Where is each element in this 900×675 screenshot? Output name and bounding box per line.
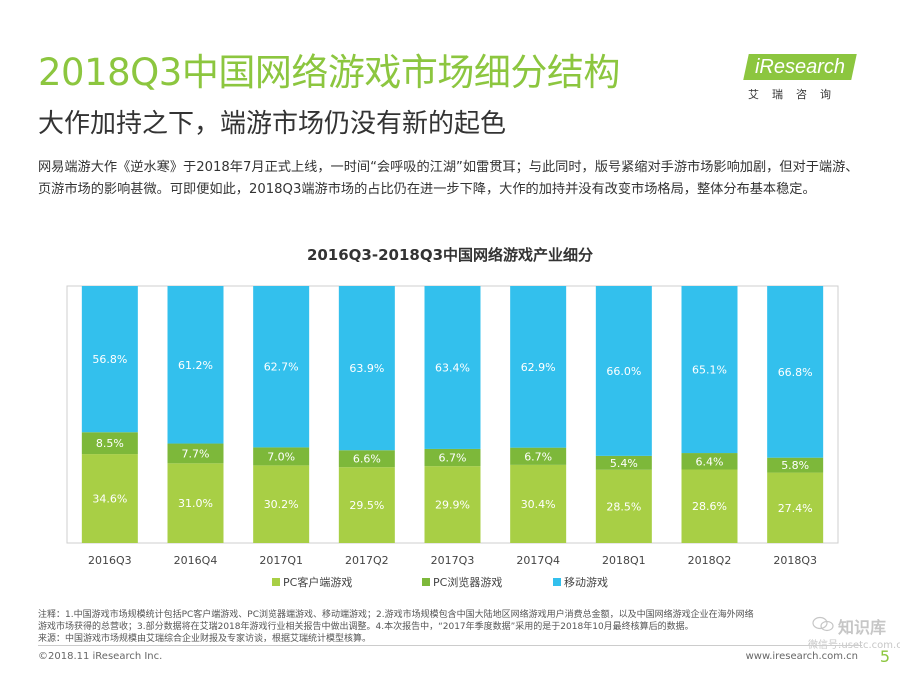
- bar-segment-2017Q1-s1: [253, 447, 310, 466]
- bar-segment-2018Q1-s1: [595, 455, 652, 470]
- data-label-2017Q1-s0: 30.2%: [264, 498, 299, 511]
- bar-segment-2017Q4-s0: [510, 464, 567, 543]
- bar-segment-2018Q3-s2: [767, 286, 824, 458]
- bar-segment-2018Q3-s1: [767, 457, 824, 473]
- footnote-line-2: 游戏市场获得的总营收；3.部分数据将在艾瑞2018年游戏行业相关报告中做出调整。…: [38, 622, 694, 632]
- bar-segment-2018Q1-s0: [595, 469, 652, 543]
- bar-segment-2017Q2-s2: [338, 286, 395, 451]
- x-tick-label-2016Q4: 2016Q4: [174, 554, 218, 567]
- x-tick-label-2018Q1: 2018Q1: [602, 554, 646, 567]
- bar-segment-2018Q2-s0: [681, 469, 738, 543]
- data-label-2017Q3-s0: 29.9%: [435, 499, 470, 512]
- legend-swatch-s1: [422, 578, 430, 586]
- data-label-2017Q2-s2: 63.9%: [349, 362, 384, 375]
- data-label-2017Q1-s1: 7.0%: [267, 450, 295, 463]
- intro-paragraph: 网易端游大作《逆水寒》于2018年7月正式上线，一时间“会呼吸的江湖”如雷贯耳；…: [38, 160, 859, 197]
- data-label-2017Q4-s0: 30.4%: [521, 498, 556, 511]
- data-label-2017Q3-s2: 63.4%: [435, 361, 470, 374]
- legend-label-s0: PC客户端游戏: [283, 575, 352, 589]
- page-number: 5: [879, 647, 890, 666]
- data-label-2017Q4-s2: 62.9%: [521, 361, 556, 374]
- legend-label-s1: PC浏览器游戏: [433, 575, 502, 589]
- source-line: 来源：中国游戏市场规模由艾瑞综合企业财报及专家访谈，根据艾瑞统计模型核算。: [38, 634, 372, 644]
- bar-segment-2017Q4-s1: [510, 447, 567, 465]
- data-label-2016Q3-s0: 34.6%: [92, 493, 127, 506]
- legend-label-s2: 移动游戏: [564, 576, 608, 589]
- footnote-block: 注释：1.中国游戏市场规模统计包括PC客户端游戏、PC浏览器端游戏、移动端游戏；…: [38, 609, 858, 645]
- data-label-2016Q4-s0: 31.0%: [178, 497, 213, 510]
- data-label-2017Q3-s1: 6.7%: [439, 452, 467, 465]
- watermark-title: 知识库: [838, 618, 887, 637]
- bar-segment-2018Q1-s2: [595, 286, 652, 456]
- footnote-line-1: 注释：1.中国游戏市场规模统计包括PC客户端游戏、PC浏览器端游戏、移动端游戏；…: [38, 610, 754, 620]
- bar-segment-2017Q1-s2: [253, 286, 310, 448]
- data-label-2018Q3-s1: 5.8%: [781, 459, 809, 472]
- data-label-2018Q2-s2: 65.1%: [692, 364, 727, 377]
- bar-segment-2016Q3-s0: [81, 454, 138, 543]
- bar-segment-2017Q3-s1: [424, 448, 481, 467]
- data-label-2018Q1-s0: 28.5%: [606, 500, 641, 513]
- legend-swatch-s0: [272, 578, 280, 586]
- data-label-2016Q4-s1: 7.7%: [182, 447, 210, 460]
- data-label-2016Q3-s2: 56.8%: [92, 353, 127, 366]
- website-link[interactable]: www.iresearch.com.cn: [745, 651, 858, 662]
- bar-segment-2016Q4-s2: [167, 286, 224, 444]
- data-label-2018Q2-s0: 28.6%: [692, 500, 727, 513]
- data-label-2017Q2-s0: 29.5%: [349, 499, 384, 512]
- x-tick-label-2016Q3: 2016Q3: [88, 554, 132, 567]
- bar-segment-2017Q4-s2: [510, 286, 567, 448]
- bar-segment-2017Q3-s2: [424, 286, 481, 449]
- data-label-2017Q4-s1: 6.7%: [524, 450, 552, 463]
- wechat-icon: [812, 616, 834, 632]
- bar-segment-2018Q3-s0: [767, 472, 824, 543]
- logo-wordmark: iResearch: [754, 56, 846, 78]
- x-tick-label-2017Q3: 2017Q3: [431, 554, 475, 567]
- footer-divider: [38, 645, 862, 646]
- stacked-bar-chart: 34.6% 8.5% 56.8% 2016Q3 31.0% 7.7% 61.2% 2016Q4…: [66, 285, 839, 589]
- bar-segment-2018Q2-s2: [681, 286, 738, 454]
- legend-swatch-s2: [553, 578, 561, 586]
- bar-segment-2017Q2-s1: [338, 450, 395, 468]
- slide-subtitle: 大作加持之下，端游市场仍没有新的起色: [38, 109, 507, 139]
- logo-chinese-name: 艾瑞咨询: [748, 88, 844, 101]
- x-tick-label-2017Q1: 2017Q1: [259, 554, 303, 567]
- chart-title: 2016Q3-2018Q3中国网络游戏产业细分: [306, 246, 594, 264]
- data-label-2016Q3-s1: 8.5%: [96, 437, 124, 450]
- data-label-2017Q2-s1: 6.6%: [353, 453, 381, 466]
- bar-segment-2016Q4-s0: [167, 463, 224, 543]
- copyright: ©2018.11 iResearch Inc.: [38, 651, 163, 662]
- data-label-2018Q3-s0: 27.4%: [778, 502, 813, 515]
- x-tick-label-2018Q2: 2018Q2: [688, 554, 732, 567]
- x-tick-label-2017Q4: 2017Q4: [516, 554, 560, 567]
- bar-segment-2016Q3-s2: [81, 286, 138, 433]
- bar-segment-2016Q3-s1: [81, 432, 138, 455]
- bar-segment-2017Q1-s0: [253, 465, 310, 543]
- x-tick-label-2018Q3: 2018Q3: [773, 554, 817, 567]
- bar-segment-2018Q2-s1: [681, 453, 738, 470]
- iresearch-logo: iResearch 艾瑞咨询: [740, 46, 860, 106]
- x-tick-label-2017Q2: 2017Q2: [345, 554, 389, 567]
- data-label-2018Q1-s2: 66.0%: [606, 365, 641, 378]
- bar-segment-2017Q2-s0: [338, 467, 395, 543]
- slide-title: 2018Q3中国网络游戏市场细分结构: [38, 51, 620, 94]
- bar-segment-2016Q4-s1: [167, 443, 224, 464]
- data-label-2017Q1-s2: 62.7%: [264, 361, 299, 374]
- data-label-2018Q2-s1: 6.4%: [696, 455, 724, 468]
- data-label-2016Q4-s2: 61.2%: [178, 359, 213, 372]
- bar-segment-2017Q3-s0: [424, 466, 481, 543]
- data-label-2018Q3-s2: 66.8%: [778, 366, 813, 379]
- data-label-2018Q1-s1: 5.4%: [610, 457, 638, 470]
